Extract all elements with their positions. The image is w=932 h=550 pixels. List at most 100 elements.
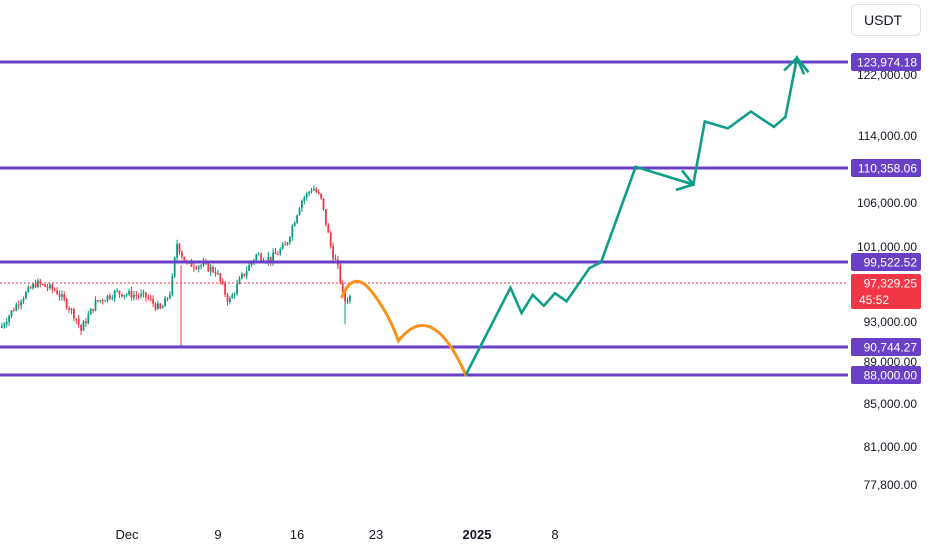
candle-body (15, 304, 18, 311)
candle-body (243, 273, 246, 276)
level-tag-value: 110,358.06 (858, 162, 917, 176)
candle-body (339, 264, 342, 283)
candle-body (145, 292, 147, 298)
candle-body (46, 286, 49, 289)
candle-body (303, 197, 306, 201)
level-tag-bg (851, 338, 921, 356)
candle-body (219, 273, 222, 282)
candle-body (152, 299, 154, 304)
time-axis[interactable]: Dec 9 16 23 2025 8 (115, 527, 558, 542)
candle-body (214, 271, 217, 274)
x-tick-label: 9 (214, 527, 221, 542)
candle-body (200, 265, 202, 267)
candle-body (289, 237, 291, 243)
currency-label: USDT (864, 12, 903, 28)
y-tick-label: 77,800.00 (864, 478, 918, 492)
candle-body (135, 294, 138, 296)
candle-body (169, 294, 171, 299)
candle-body (39, 280, 42, 285)
candle-body (20, 301, 22, 306)
candle-body (349, 296, 351, 301)
candle-body (241, 273, 243, 279)
candle-body (61, 294, 63, 297)
y-tick-label: 114,000.00 (858, 129, 917, 143)
candle-body (10, 310, 13, 316)
candle-body (22, 298, 25, 302)
y-tick-label: 101,000.00 (857, 240, 917, 254)
candle-body (123, 295, 126, 297)
x-tick-label: 8 (551, 527, 558, 542)
candle-body (149, 298, 152, 300)
candle-body (248, 264, 250, 271)
candle-body (207, 263, 210, 272)
current-price-value: 97,329.25 (864, 277, 918, 291)
candle-body (329, 232, 332, 247)
candle-body (176, 243, 178, 258)
y-tick-label: 81,000.00 (864, 440, 918, 454)
candle-body (255, 254, 258, 261)
arrowhead-up (783, 55, 806, 75)
candle-body (17, 304, 20, 306)
candle-body (87, 314, 90, 324)
level-tag-value: 90,744.27 (864, 341, 918, 355)
candle-body (173, 257, 176, 277)
candle-body (281, 244, 284, 250)
candle-body (277, 254, 279, 256)
y-tick-label: 106,000.00 (857, 196, 917, 210)
candle-body (73, 309, 75, 319)
candle-body (8, 315, 10, 322)
level-tag-bg (851, 53, 921, 71)
candle-body (171, 276, 174, 295)
candle-body (92, 308, 94, 311)
candle-body (97, 300, 99, 302)
candle-body (116, 290, 118, 292)
candle-body (313, 188, 315, 191)
candle-body (111, 298, 114, 300)
candle-body (34, 283, 37, 288)
level-tag-bg (851, 366, 921, 384)
candle-body (89, 308, 92, 315)
candle-body (224, 283, 226, 295)
current-price-tag: 97,329.25 45:52 (851, 274, 921, 309)
candle-body (269, 256, 272, 263)
candle-body (157, 303, 159, 310)
candle-body (272, 252, 274, 263)
candle-body (190, 260, 193, 267)
candle-body (320, 193, 322, 199)
candle-body (109, 295, 111, 299)
candle-body (322, 198, 325, 210)
candle-body (49, 284, 51, 289)
candle-body (161, 306, 164, 309)
x-tick-label: 23 (369, 527, 383, 542)
candle-body (56, 290, 58, 295)
candle-body (195, 267, 198, 269)
x-tick-label: Dec (115, 527, 139, 542)
price-axis[interactable]: 122,000.00 114,000.00 106,000.00 101,000.00… (857, 68, 917, 492)
candle-body (32, 283, 34, 289)
candle-body (183, 256, 186, 262)
candle-body (104, 300, 106, 302)
candle-body (325, 209, 327, 225)
candle-body (80, 324, 82, 331)
candle-body (77, 318, 80, 325)
level-tag-bg (851, 253, 921, 271)
candle-body (41, 284, 44, 286)
candle-countdown: 45:52 (859, 293, 889, 307)
level-tag-value: 88,000.00 (864, 369, 918, 383)
candle-body (130, 290, 133, 298)
candle-body (308, 191, 310, 194)
candle-body (85, 321, 87, 324)
candle-body (327, 224, 330, 233)
projection-orange-path (340, 279, 468, 377)
candle-body (286, 242, 289, 245)
candle-body (159, 303, 162, 309)
candle-body (63, 294, 66, 300)
candle-body (229, 298, 231, 302)
currency-selector[interactable]: USDT (851, 4, 921, 36)
candle-body (164, 298, 166, 307)
candle-body (25, 292, 27, 299)
candle-body (293, 222, 296, 227)
candle-body (221, 281, 224, 284)
projection-paths (340, 54, 810, 377)
